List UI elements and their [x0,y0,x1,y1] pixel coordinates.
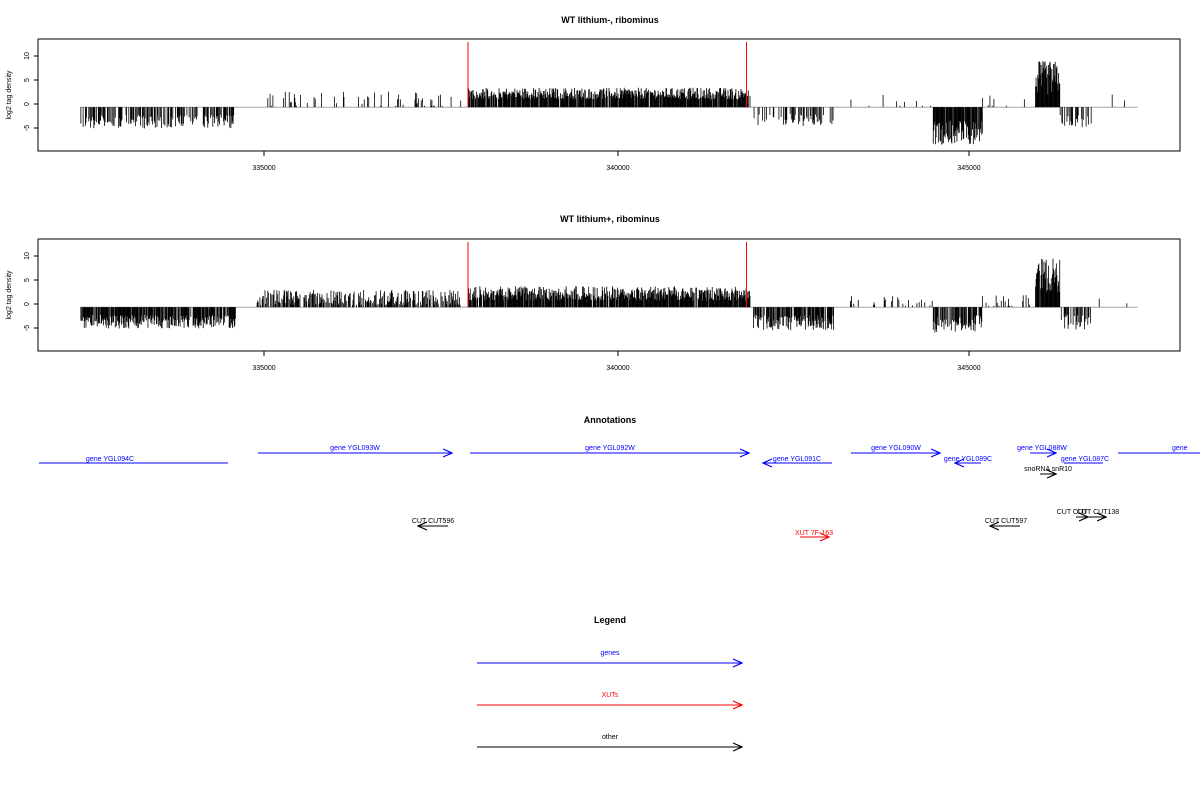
feature-ygl089c: gene YGL089C [944,456,992,463]
panel-1-ylabel: log2 tag density [6,70,13,120]
panel-1-title: WT lithium-, ribominus [561,15,659,25]
feature-label: gene YGL087C [1061,456,1109,463]
panel-1-xtick-label: 335000 [252,165,275,172]
feature-ygl087c: gene YGL087C [1061,456,1109,464]
panel-2-signal-bars [80,242,1138,333]
feature-label: gene YGL091C [773,456,821,463]
feature-label: gene YGL094C [86,456,134,463]
panel-1-xtick-label: 340000 [606,165,629,172]
panel-2-xtick-label: 345000 [957,365,980,372]
feature-cut-overlap: CUT CUT [1057,509,1106,517]
feature-snr10: snoRNA snR10 [1024,466,1072,474]
feature-label: XUT 7F-163 [795,530,833,537]
feature-ygl088w: gene YGL088W [1017,445,1067,453]
panel-2-ylabel: log2 tag density [6,270,13,320]
panel-1-yaxis: -5 0 5 10 [24,52,38,131]
panel-1-signal-bars [80,42,1138,145]
feature-label: CUT CUT596 [412,518,454,525]
annotations-track: Annotations gene YGL094C gene YGL093W ge… [39,415,1200,537]
panel-2-xtick-label: 335000 [252,365,275,372]
panel-2-ytick-label: 5 [24,278,31,282]
legend-title: Legend [594,615,626,625]
feature-label: gene [1172,445,1188,452]
panel-1-ytick-label: -5 [24,125,31,131]
feature-ygl090w: gene YGL090W [851,445,940,453]
panel-2-yaxis: -5 0 5 10 [24,252,38,331]
feature-ygl091c: gene YGL091C [763,456,832,463]
panel-2-ytick-label: 10 [24,252,31,260]
track-panel-1: WT lithium-, ribominus log2 tag density … [6,15,1181,172]
feature-ygl093w: gene YGL093W [258,445,452,453]
panel-1-ytick-label: 10 [24,52,31,60]
feature-label: CUT CUT [1057,509,1088,516]
feature-label: CUT CUT597 [985,518,1027,525]
panel-2-ytick-label: -5 [24,325,31,331]
legend-item-xuts: XUTs [477,692,742,705]
feature-ygl094c: gene YGL094C [39,456,228,464]
feature-ygl092w: gene YGL092W [470,445,749,453]
panel-1-frame [37,38,1181,152]
panel-2-title: WT lithium+, ribominus [560,214,660,224]
feature-xut-7f-163: XUT 7F-163 [795,530,833,537]
feature-label: gene YGL092W [585,445,635,452]
panel-1-ytick-label: 5 [24,78,31,82]
feature-label: gene YGL093W [330,445,380,452]
panel-2-xtick-label: 340000 [606,365,629,372]
feature-label: gene YGL090W [871,445,921,452]
legend-item-genes: genes [477,650,742,663]
legend-label: other [602,734,619,741]
legend-label: XUTs [602,692,619,699]
panel-2-ytick-label: 0 [24,302,31,306]
panel-1-xtick-label: 345000 [957,165,980,172]
feature-label: gene YGL088W [1017,445,1067,452]
legend-item-other: other [477,734,742,747]
feature-label: snoRNA snR10 [1024,466,1072,473]
feature-gene-edge: gene [1118,445,1200,454]
feature-cut597: CUT CUT597 [985,518,1027,526]
panel-1-xaxis: 335000 340000 345000 [252,151,981,172]
panel-2-xaxis: 335000 340000 345000 [252,351,981,372]
feature-cut596: CUT CUT596 [412,518,454,526]
annotations-title: Annotations [584,415,637,425]
legend-label: genes [600,650,620,657]
feature-label: gene YGL089C [944,456,992,463]
panel-2-frame [37,238,1181,352]
track-panel-2: WT lithium+, ribominus log2 tag density … [6,214,1181,372]
panel-1-ytick-label: 0 [24,102,31,106]
legend: Legend genes XUTs other [477,615,742,747]
